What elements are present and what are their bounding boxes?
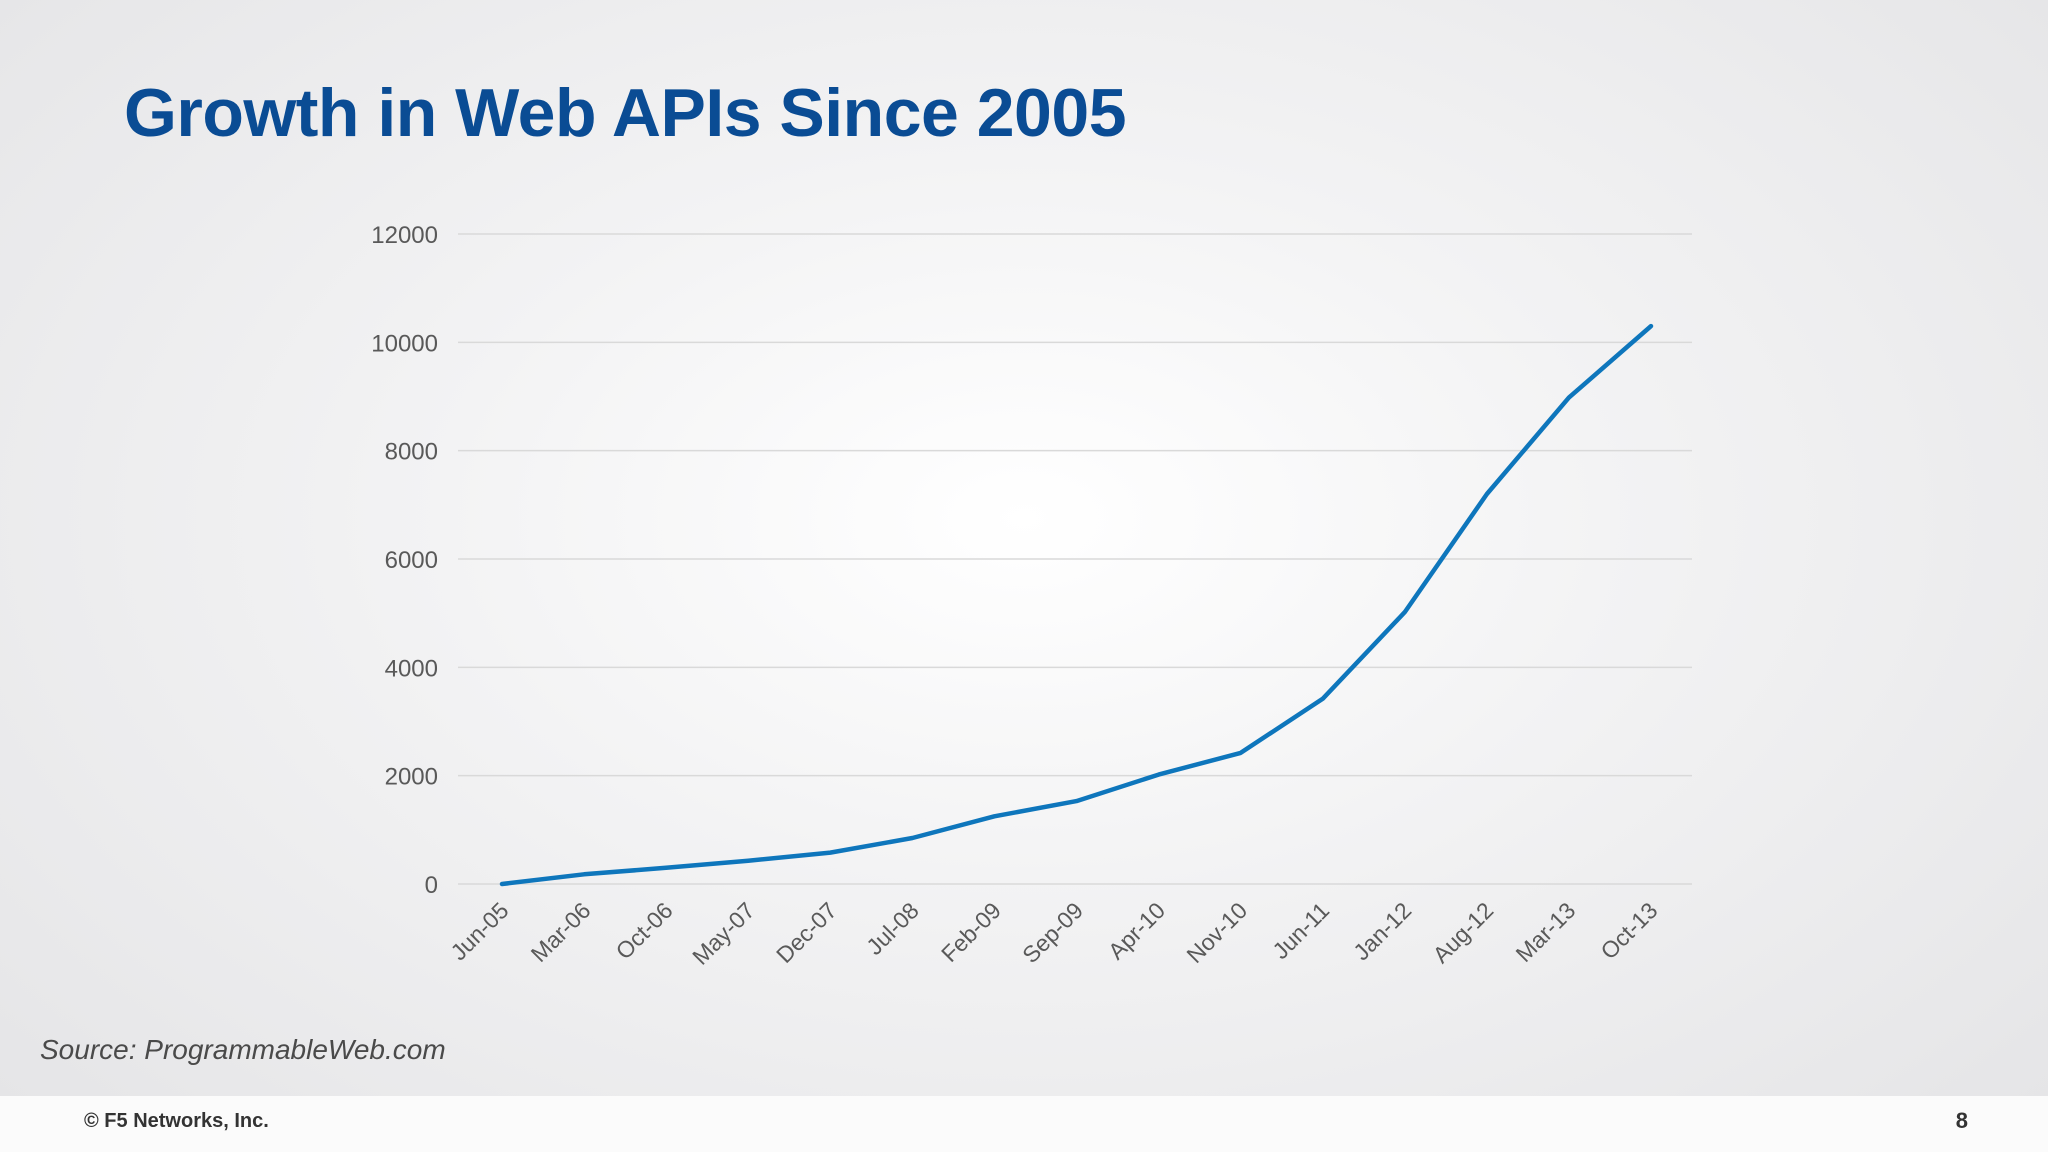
- x-tick-label: Jun-11: [1267, 897, 1334, 964]
- x-tick-label: Jun-05: [445, 897, 513, 965]
- x-tick-label: Apr-10: [1103, 897, 1170, 964]
- x-tick-label: Nov-10: [1181, 897, 1252, 968]
- y-axis-ticks: 0 2000 4000 6000 8000 10000 12000: [371, 222, 438, 899]
- y-tick-label: 0: [425, 872, 438, 899]
- source-note: Source: ProgrammableWeb.com: [40, 1034, 446, 1065]
- x-tick-label: Jul-08: [861, 897, 924, 960]
- y-tick-label: 2000: [385, 764, 438, 791]
- page-number: 8: [1955, 1108, 1968, 1133]
- y-tick-label: 6000: [385, 547, 438, 574]
- x-axis-ticks: Jun-05 Mar-06 Oct-06 May-07 Dec-07 Jul-08 Feb-…: [445, 897, 1662, 970]
- x-tick-label: Aug-12: [1428, 897, 1499, 968]
- copyright-text: © F5 Networks, Inc.: [84, 1110, 269, 1132]
- series-line: [499, 323, 1654, 887]
- slide-title: Growth in Web APIs Since 2005: [124, 75, 1127, 151]
- x-tick-label: Sep-09: [1017, 897, 1088, 968]
- x-tick-label: Oct-13: [1595, 897, 1662, 964]
- line-chart: 0 2000 4000 6000 8000 10000 12000 Jun-05 Mar-06…: [371, 222, 1692, 970]
- x-tick-label: Feb-09: [936, 897, 1006, 967]
- series-layer: [499, 323, 1654, 887]
- x-tick-label: Jan-12: [1348, 897, 1416, 965]
- y-tick-label: 10000: [371, 330, 438, 357]
- gridlines: [458, 233, 1692, 885]
- x-tick-label: Mar-06: [526, 897, 596, 967]
- y-tick-label: 8000: [385, 439, 438, 466]
- footer-bar: © F5 Networks, Inc. 8: [0, 1096, 2048, 1152]
- x-tick-label: Oct-06: [610, 897, 677, 964]
- x-tick-label: May-07: [687, 897, 760, 970]
- x-tick-label: Dec-07: [771, 897, 842, 968]
- x-tick-label: Mar-13: [1511, 897, 1581, 967]
- y-tick-label: 4000: [385, 655, 438, 682]
- y-tick-label: 12000: [371, 222, 438, 249]
